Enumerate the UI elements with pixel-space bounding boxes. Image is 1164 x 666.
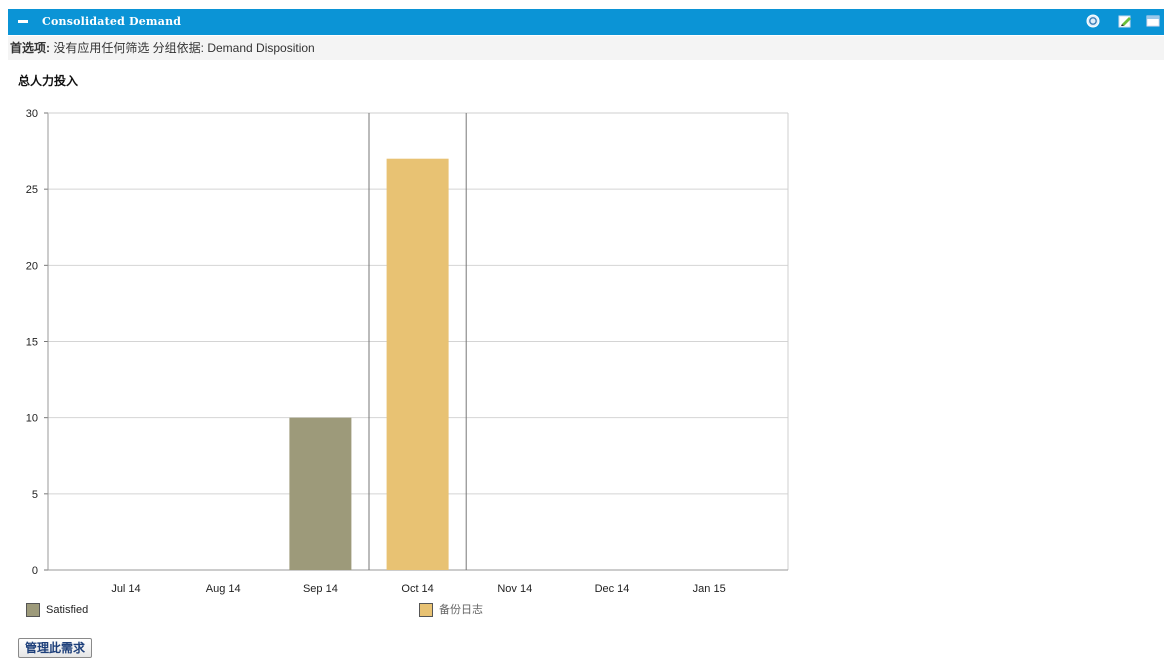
edit-icon[interactable] [1118,14,1132,28]
bar [289,417,352,570]
legend-item-satisfied: Satisfied [26,602,88,618]
legend-label-backup-log: 备份日志 [439,604,483,616]
y-tick-label: 20 [26,260,38,272]
x-tick-label: Oct 14 [401,583,433,595]
help-icon[interactable] [1086,14,1100,28]
x-tick-label: Nov 14 [497,583,532,595]
legend-item-backup-log: 备份日志 [419,602,483,618]
x-tick-label: Dec 14 [595,583,630,595]
x-tick-label: Sep 14 [303,583,338,595]
y-tick-label: 10 [26,413,38,425]
preferences-bar: 首选项: 没有应用任何筛选 分组依据: Demand Disposition [8,36,1164,60]
bar [386,158,449,570]
x-tick-label: Jan 15 [693,583,726,595]
legend-label-satisfied: Satisfied [46,604,89,616]
legend-swatch-satisfied [26,603,40,618]
y-tick-label: 30 [26,108,38,120]
collapse-icon[interactable] [16,14,30,28]
preferences-label: 首选项: [10,41,50,55]
y-tick-label: 0 [32,565,38,577]
x-tick-label: Jul 14 [111,583,140,595]
window-icon[interactable] [1146,14,1160,28]
portlet-header: Consolidated Demand [8,9,1164,35]
y-tick-label: 15 [26,337,38,349]
preferences-value: 没有应用任何筛选 分组依据: Demand Disposition [53,41,315,55]
portlet-title: Consolidated Demand [42,15,182,28]
legend-swatch-backup-log [419,603,433,618]
manage-demand-button[interactable]: 管理此需求 [18,638,93,658]
y-tick-label: 25 [26,184,38,196]
bar-chart: 0 5 10 15 20 25 30 Jul 14 Aug 14 Sep 14 Oct 14 Nov … [26,108,789,595]
chart-title: 总人力投入 [18,74,79,88]
y-tick-label: 5 [32,489,38,501]
x-tick-label: Aug 14 [206,583,241,595]
